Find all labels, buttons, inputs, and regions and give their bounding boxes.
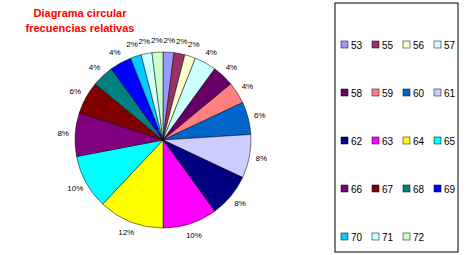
legend-item: 58: [341, 88, 363, 99]
legend-item: 57: [434, 40, 456, 51]
legend-item: 71: [372, 232, 394, 243]
legend-item: 69: [434, 184, 456, 195]
legend-label: 61: [444, 88, 456, 99]
legend-swatch: [434, 89, 441, 96]
data-label: 2%: [188, 40, 200, 49]
data-label: 12%: [118, 228, 134, 237]
legend-swatch: [341, 137, 348, 144]
data-label: 4%: [89, 63, 101, 72]
legend-swatch: [403, 233, 410, 240]
pie: 2%2%2%4%4%4%6%8%8%10%12%10%8%6%4%4%2%2%2…: [57, 36, 267, 240]
legend-swatch: [403, 41, 410, 48]
legend-item: 72: [403, 232, 425, 243]
legend-label: 72: [413, 232, 425, 243]
legend-label: 70: [351, 232, 363, 243]
data-label: 2%: [176, 37, 188, 46]
legend-label: 63: [382, 136, 394, 147]
legend-label: 66: [351, 184, 363, 195]
legend-swatch: [434, 137, 441, 144]
pie-slice: [152, 52, 163, 140]
data-label: 8%: [234, 199, 246, 208]
pie-slice: [141, 53, 163, 140]
data-label: 6%: [70, 87, 82, 96]
legend-item: 61: [434, 88, 456, 99]
legend-label: 60: [413, 88, 425, 99]
legend-item: 68: [403, 184, 425, 195]
legend-swatch: [403, 89, 410, 96]
chart: Diagrama circularfrecuencias relativas2%…: [0, 0, 474, 255]
legend-item: 65: [434, 136, 456, 147]
data-label: 4%: [242, 82, 254, 91]
legend-swatch: [372, 41, 379, 48]
legend-label: 53: [351, 40, 363, 51]
legend-item: 62: [341, 136, 363, 147]
data-label: 8%: [57, 129, 69, 138]
data-label: 4%: [226, 63, 238, 72]
data-label: 2%: [151, 36, 163, 45]
legend-swatch: [403, 185, 410, 192]
legend-item: 60: [403, 88, 425, 99]
legend-item: 66: [341, 184, 363, 195]
legend-label: 62: [351, 136, 363, 147]
legend-swatch: [434, 185, 441, 192]
data-label: 2%: [163, 36, 175, 45]
legend-swatch: [341, 185, 348, 192]
legend-swatch: [341, 89, 348, 96]
pie-slice: [163, 140, 215, 228]
legend-swatch: [372, 233, 379, 240]
legend-swatch: [341, 41, 348, 48]
legend-label: 71: [382, 232, 394, 243]
legend-label: 64: [413, 136, 425, 147]
legend-item: 63: [372, 136, 394, 147]
legend-swatch: [434, 41, 441, 48]
data-label: 10%: [67, 184, 83, 193]
legend-label: 69: [444, 184, 456, 195]
data-label: 2%: [138, 37, 150, 46]
data-label: 2%: [126, 40, 138, 49]
legend-swatch: [372, 89, 379, 96]
title: Diagrama circularfrecuencias relativas: [26, 7, 135, 34]
legend-label: 55: [382, 40, 394, 51]
legend-label: 58: [351, 88, 363, 99]
data-label: 10%: [186, 231, 202, 240]
data-label: 4%: [205, 48, 217, 57]
legend-swatch: [403, 137, 410, 144]
legend-label: 65: [444, 136, 456, 147]
legend-label: 67: [382, 184, 394, 195]
data-label: 8%: [255, 154, 267, 163]
legend-swatch: [372, 185, 379, 192]
legend-item: 56: [403, 40, 425, 51]
legend-label: 59: [382, 88, 394, 99]
legend-item: 64: [403, 136, 425, 147]
legend-item: 59: [372, 88, 394, 99]
legend-item: 67: [372, 184, 394, 195]
legend-swatch: [372, 137, 379, 144]
legend-swatch: [341, 233, 348, 240]
legend-label: 68: [413, 184, 425, 195]
legend-box: [335, 3, 458, 252]
legend-item: 55: [372, 40, 394, 51]
legend: 53 55 56 57 58 59 60 61 62 63 64 65 66 67 68 69 70 71 72: [335, 3, 458, 252]
legend-label: 56: [413, 40, 425, 51]
pie-slice: [163, 103, 251, 140]
legend-item: 53: [341, 40, 363, 51]
legend-label: 57: [444, 40, 456, 51]
data-label: 6%: [254, 111, 266, 120]
data-label: 4%: [109, 48, 121, 57]
legend-item: 70: [341, 232, 363, 243]
